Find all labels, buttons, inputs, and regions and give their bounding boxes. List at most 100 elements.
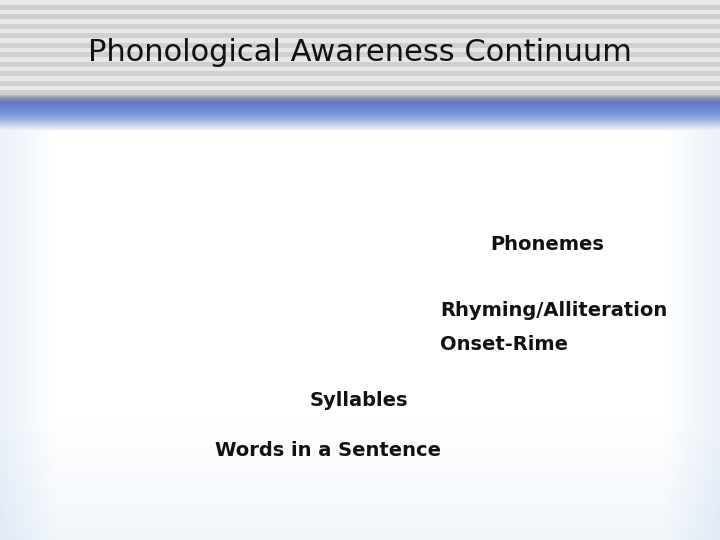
Bar	[702, 130, 703, 540]
Bar	[697, 130, 698, 540]
Bar	[0, 441, 720, 442]
Text: Syllables: Syllables	[310, 390, 408, 409]
Bar	[0, 125, 720, 126]
Bar	[35, 130, 36, 540]
Bar	[0, 455, 720, 456]
Bar	[713, 130, 714, 540]
Bar	[28, 130, 30, 540]
Bar	[665, 130, 666, 540]
Bar	[689, 130, 690, 540]
Bar	[667, 130, 669, 540]
Bar	[0, 488, 720, 489]
Bar	[0, 450, 720, 451]
Bar	[696, 130, 697, 540]
Bar	[0, 457, 720, 459]
Bar	[0, 118, 720, 119]
Bar	[0, 422, 720, 423]
Bar	[0, 90, 720, 95]
Bar	[718, 130, 719, 540]
Bar	[8, 130, 9, 540]
Bar	[0, 117, 720, 118]
Bar	[694, 130, 696, 540]
Bar	[710, 130, 711, 540]
Bar	[0, 99, 720, 100]
Bar	[693, 130, 694, 540]
Bar	[0, 498, 720, 500]
Bar	[0, 510, 720, 511]
Bar	[12, 130, 13, 540]
Bar	[26, 130, 27, 540]
Bar	[704, 130, 706, 540]
Bar	[0, 534, 720, 536]
Bar	[0, 509, 720, 510]
Bar	[0, 528, 720, 530]
Bar	[701, 130, 702, 540]
Bar	[0, 81, 720, 85]
Bar	[0, 447, 720, 449]
Bar	[0, 483, 720, 484]
Bar	[0, 101, 720, 102]
Bar	[14, 130, 16, 540]
Bar	[0, 10, 720, 14]
Bar	[0, 43, 720, 48]
Bar	[37, 130, 38, 540]
Bar	[0, 461, 720, 462]
Bar	[0, 124, 720, 125]
Bar	[712, 130, 713, 540]
Bar	[677, 130, 678, 540]
Bar	[0, 105, 720, 106]
Bar	[0, 482, 720, 483]
Bar	[666, 130, 667, 540]
Bar	[699, 130, 700, 540]
Bar	[0, 127, 720, 128]
Bar	[0, 109, 720, 110]
Bar	[0, 128, 720, 129]
Bar	[0, 434, 720, 435]
Bar	[0, 0, 720, 5]
Bar	[0, 525, 720, 526]
Bar	[48, 130, 50, 540]
Bar	[0, 111, 720, 112]
Bar	[0, 513, 720, 515]
Bar	[0, 456, 720, 457]
Text: Onset-Rime: Onset-Rime	[440, 335, 568, 354]
Bar	[0, 496, 720, 498]
Bar	[32, 130, 33, 540]
Bar	[0, 435, 720, 436]
Bar	[0, 113, 720, 114]
Bar	[0, 440, 720, 441]
Bar	[0, 438, 720, 440]
Bar	[0, 511, 720, 513]
Bar	[0, 519, 720, 521]
Bar	[0, 476, 720, 477]
Bar	[50, 130, 51, 540]
Bar	[0, 478, 720, 480]
Bar	[0, 129, 720, 130]
Bar	[0, 467, 720, 468]
Text: Rhyming/Alliteration: Rhyming/Alliteration	[440, 300, 667, 320]
Bar	[669, 130, 670, 540]
Bar	[703, 130, 704, 540]
Bar	[45, 130, 46, 540]
Bar	[44, 130, 45, 540]
Bar	[19, 130, 20, 540]
Bar	[42, 130, 43, 540]
Bar	[0, 71, 720, 76]
Bar	[0, 107, 720, 108]
Bar	[0, 442, 720, 444]
Bar	[0, 29, 720, 33]
Bar	[0, 102, 720, 103]
Bar	[0, 120, 720, 122]
Bar	[0, 116, 720, 117]
Bar	[0, 468, 720, 469]
Bar	[0, 500, 720, 501]
Bar	[0, 517, 720, 519]
Bar	[3, 130, 4, 540]
Bar	[692, 130, 693, 540]
Bar	[17, 130, 18, 540]
Bar	[684, 130, 685, 540]
Bar	[0, 52, 720, 57]
Bar	[0, 504, 720, 505]
Bar	[0, 24, 720, 29]
Bar	[0, 501, 720, 503]
